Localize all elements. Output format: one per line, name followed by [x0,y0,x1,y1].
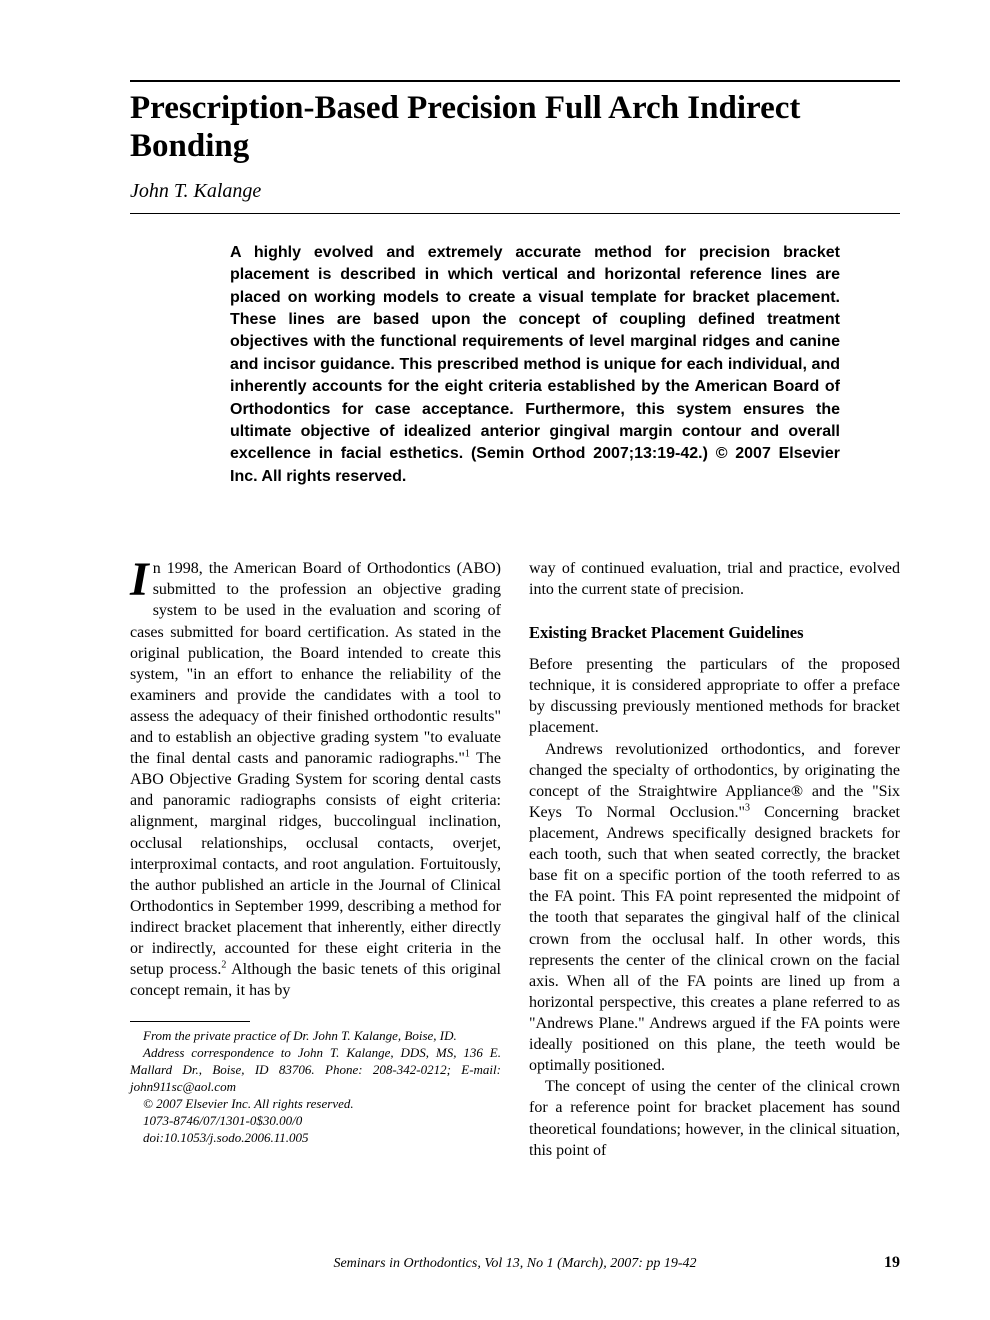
dropcap: I [130,558,153,601]
article-title: Prescription-Based Precision Full Arch I… [130,90,900,166]
section-heading: Existing Bracket Placement Guidelines [529,622,900,644]
footnote-doi: doi:10.1053/j.sodo.2006.11.005 [130,1130,501,1147]
footnotes: From the private practice of Dr. John T.… [130,1028,501,1146]
page-number: 19 [860,1254,900,1272]
para1-text-a: n 1998, the American Board of Orthodonti… [130,560,501,767]
author-name: John T. Kalange [130,180,900,203]
body-para-1: In 1998, the American Board of Orthodont… [130,558,501,1001]
para3-text-b: Concerning bracket placement, Andrews sp… [529,804,900,1074]
running-footer: Seminars in Orthodontics, Vol 13, No 1 (… [130,1254,900,1272]
abstract: A highly evolved and extremely accurate … [230,242,840,488]
footnote-issn: 1073-8746/07/1301-0$30.00/0 [130,1113,501,1130]
journal-reference: Seminars in Orthodontics, Vol 13, No 1 (… [170,1256,860,1272]
page: Prescription-Based Precision Full Arch I… [0,0,990,1320]
mid-rule [130,213,900,214]
body-para-2: Before presenting the particulars of the… [529,654,900,738]
footnote-copyright: © 2007 Elsevier Inc. All rights reserved… [130,1096,501,1113]
body-para-4: The concept of using the center of the c… [529,1076,900,1160]
footnote-affiliation: From the private practice of Dr. John T.… [130,1028,501,1045]
body-para-3: Andrews revolutionized orthodontics, and… [529,739,900,1077]
footnote-correspondence: Address correspondence to John T. Kalang… [130,1045,501,1096]
footnote-rule [130,1021,250,1022]
body-para-cont: way of continued evaluation, trial and p… [529,558,900,600]
para1-text-b: The ABO Objective Grading System for sco… [130,750,501,978]
left-column: In 1998, the American Board of Orthodont… [130,558,501,1161]
body-columns: In 1998, the American Board of Orthodont… [130,558,900,1161]
right-column: way of continued evaluation, trial and p… [529,558,900,1161]
top-rule [130,80,900,82]
